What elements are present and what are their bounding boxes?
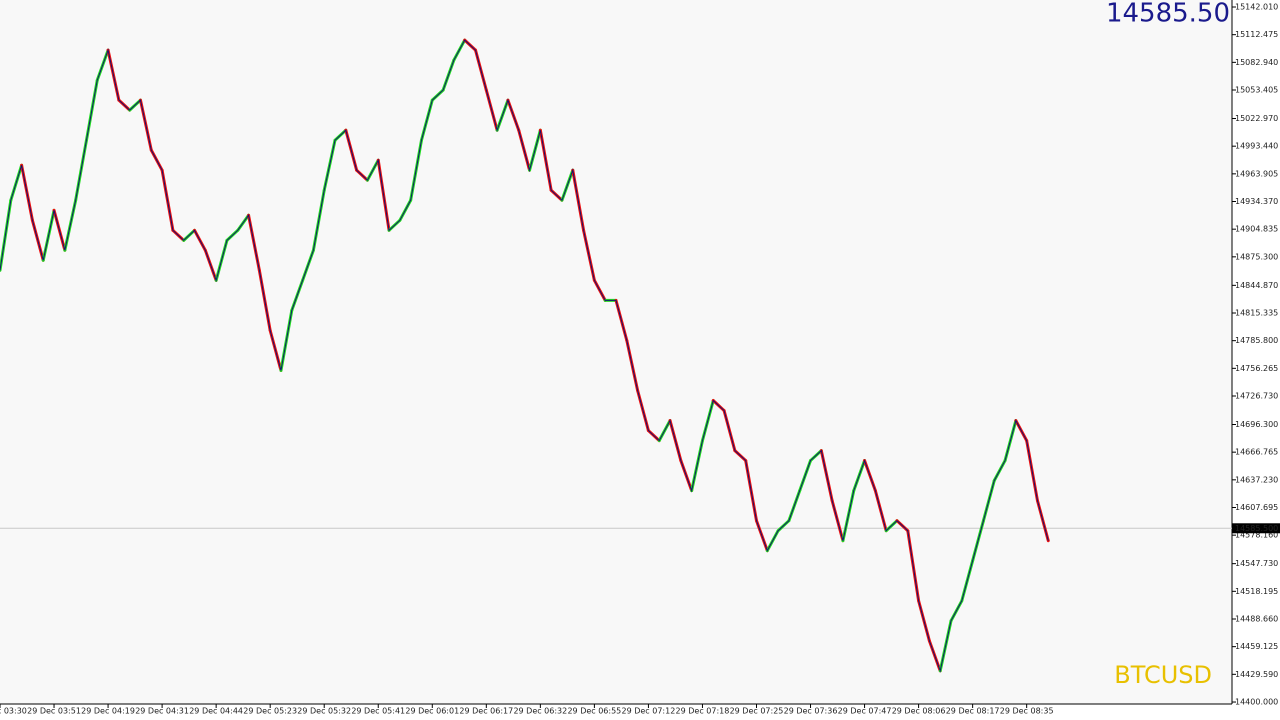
y-tick-label: 14726.730: [1235, 391, 1278, 400]
x-tick-label: 29 Dec 08:06: [892, 707, 946, 716]
symbol-watermark: BTCUSD: [1114, 661, 1212, 689]
price-display: 14585.50: [1106, 0, 1230, 29]
y-tick-label: 14518.195: [1235, 587, 1278, 596]
x-tick-label: 29 Dec 04:44: [189, 707, 243, 716]
y-tick-label: 14875.300: [1235, 252, 1278, 261]
x-tick-label: 29 Dec 06:32: [513, 707, 567, 716]
x-tick-label: 29 Dec 03:30: [0, 707, 27, 716]
x-tick-label: 29 Dec 04:19: [81, 707, 135, 716]
y-tick-label: 14547.730: [1235, 559, 1278, 568]
y-tick-label: 15053.405: [1235, 86, 1278, 95]
x-tick-label: 29 Dec 03:51: [27, 707, 81, 716]
x-tick-label: 29 Dec 06:17: [459, 707, 513, 716]
x-tick-label: 29 Dec 08:35: [1000, 707, 1054, 716]
y-tick-label: 14963.905: [1235, 169, 1278, 178]
x-tick-label: 29 Dec 08:17: [946, 707, 1000, 716]
y-tick-label: 14429.590: [1235, 670, 1278, 679]
y-tick-label: 14607.695: [1235, 503, 1278, 512]
x-tick-label: 29 Dec 07:36: [784, 707, 838, 716]
y-tick-label: 14488.660: [1235, 614, 1278, 623]
y-tick-label: 14696.300: [1235, 420, 1278, 429]
y-tick-label: 14815.335: [1235, 309, 1278, 318]
y-tick-label: 15022.970: [1235, 114, 1278, 123]
y-tick-label: 14400.000: [1235, 698, 1278, 707]
y-tick-label: 15112.475: [1235, 30, 1278, 39]
y-tick-label: 14934.370: [1235, 197, 1278, 206]
y-tick-label: 15082.940: [1235, 58, 1278, 67]
current-price-tag: [1232, 523, 1280, 534]
y-tick-label: 14578.160: [1235, 531, 1278, 540]
x-tick-label: 29 Dec 05:23: [243, 707, 297, 716]
y-tick-label: 14844.870: [1235, 281, 1278, 290]
x-tick-label: 29 Dec 07:25: [730, 707, 784, 716]
y-tick-label: 14459.125: [1235, 642, 1278, 651]
x-tick-label: 29 Dec 07:47: [838, 707, 892, 716]
x-tick-label: 29 Dec 05:41: [351, 707, 405, 716]
y-tick-label: 14756.265: [1235, 364, 1278, 373]
plot-area: [0, 0, 1232, 704]
y-tick-label: 14666.765: [1235, 448, 1278, 457]
x-tick-label: 29 Dec 06:55: [567, 707, 621, 716]
x-tick-label: 29 Dec 04:31: [135, 707, 189, 716]
current-price-label: 14585.500: [1235, 524, 1278, 533]
y-tick-label: 15142.010: [1235, 3, 1278, 12]
x-tick-label: 29 Dec 06:01: [405, 707, 459, 716]
price-line: [0, 39, 1049, 673]
y-tick-label: 14785.800: [1235, 336, 1278, 345]
y-tick-label: 14904.835: [1235, 225, 1278, 234]
y-tick-label: 14637.230: [1235, 475, 1278, 484]
y-tick-label: 14993.440: [1235, 142, 1278, 151]
x-tick-label: 29 Dec 05:32: [297, 707, 351, 716]
x-tick-label: 29 Dec 07:18: [676, 707, 730, 716]
x-tick-label: 29 Dec 07:12: [622, 707, 676, 716]
